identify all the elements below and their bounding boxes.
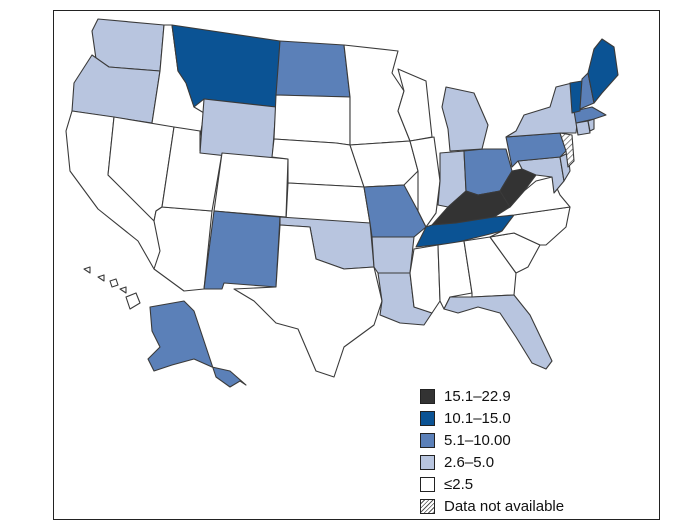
legend-swatch (420, 410, 435, 426)
state-NY (505, 82, 579, 138)
state-IL (409, 136, 441, 228)
legend-label: Data not available (444, 497, 565, 515)
legend: 15.1–22.9 10.1–15.0 5.1–10.00 2.6–5.0 ≤2.5 Da… (420, 385, 564, 517)
legend-label: 5.1–10.00 (444, 431, 511, 449)
state-KS (285, 182, 371, 224)
state-AR (371, 236, 415, 274)
state-FL (443, 294, 553, 370)
legend-item: 5.1–10.00 (420, 429, 564, 451)
legend-swatch (420, 388, 435, 404)
state-AK (147, 300, 247, 388)
legend-item: 2.6–5.0 (420, 451, 564, 473)
state-ME (587, 38, 619, 104)
legend-item: ≤2.5 (420, 473, 564, 495)
state-WY (199, 98, 277, 162)
legend-item: Data not available (420, 495, 564, 517)
state-MA (573, 106, 607, 124)
map-frame: 15.1–22.9 10.1–15.0 5.1–10.00 2.6–5.0 ≤2.5 Da… (53, 10, 660, 520)
legend-label: ≤2.5 (444, 475, 474, 493)
state-SD (273, 94, 351, 146)
state-IA (349, 140, 419, 188)
legend-swatch (420, 432, 435, 448)
us-choropleth-map (65, 18, 619, 388)
legend-item: 10.1–15.0 (420, 407, 564, 429)
legend-swatch (420, 476, 435, 492)
state-ND (275, 40, 351, 98)
state-MS (409, 244, 441, 314)
legend-label: 10.1–15.0 (444, 409, 511, 427)
state-TX (233, 224, 383, 378)
state-AZ (153, 206, 213, 292)
state-HI (83, 266, 141, 310)
legend-swatch (420, 498, 435, 514)
state-MI (441, 86, 489, 152)
state-VT (569, 80, 583, 114)
legend-label: 15.1–22.9 (444, 387, 511, 405)
legend-label: 2.6–5.0 (444, 453, 495, 471)
legend-swatch (420, 454, 435, 470)
state-NM (203, 210, 281, 290)
state-NJ (559, 132, 575, 168)
legend-item: 15.1–22.9 (420, 385, 564, 407)
state-CO (213, 152, 289, 218)
state-MO (363, 184, 427, 238)
state-MN (343, 44, 411, 146)
